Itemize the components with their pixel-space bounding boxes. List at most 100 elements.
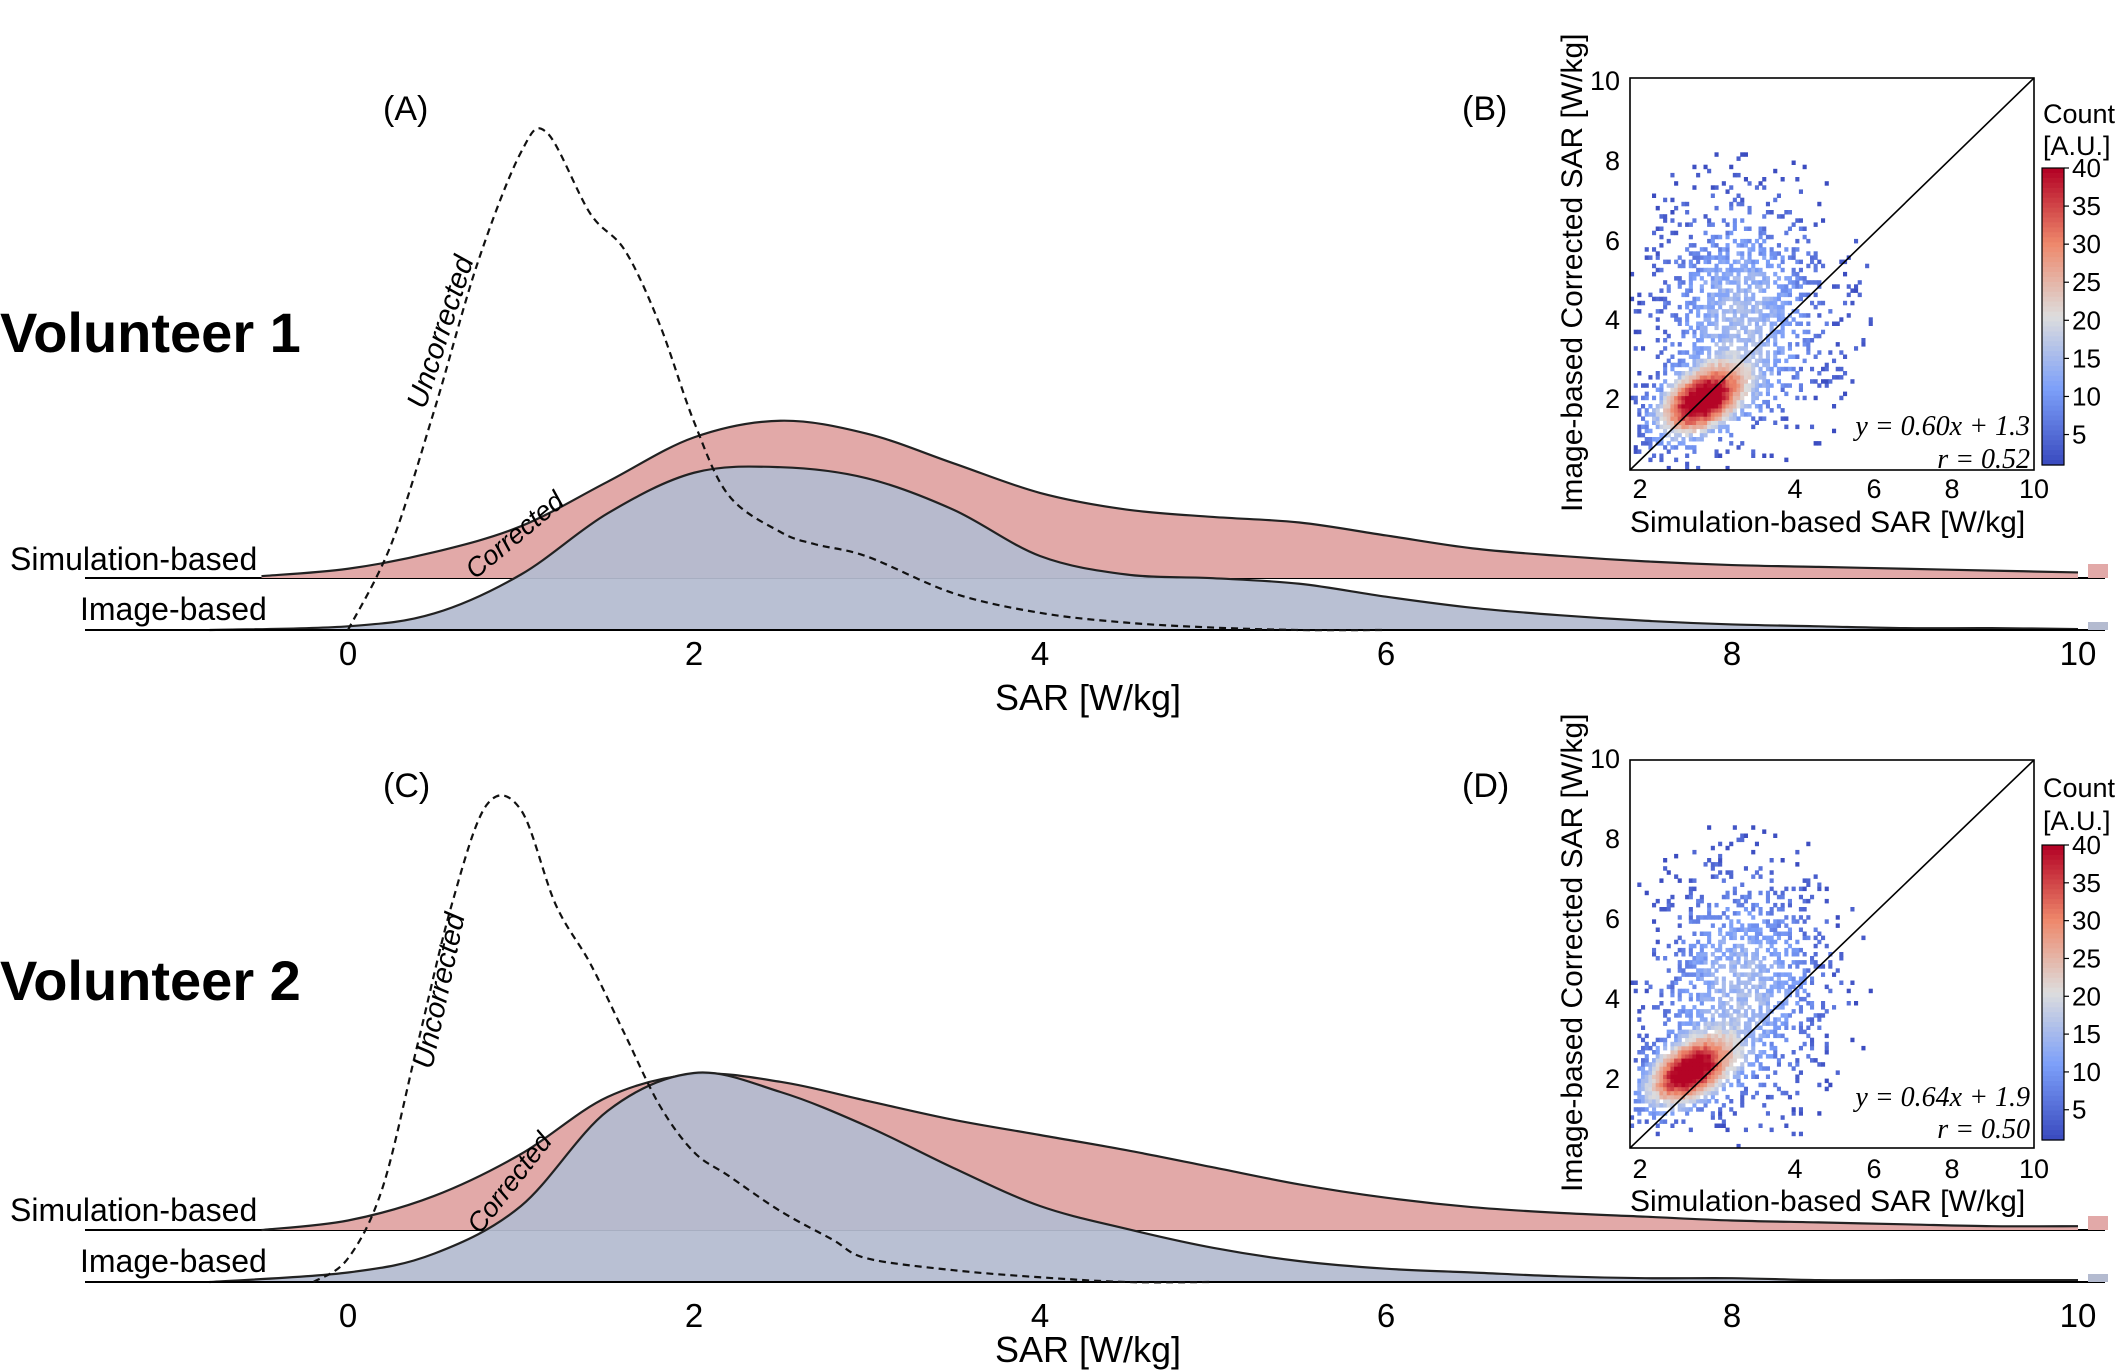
heatmap-cell xyxy=(1795,992,1800,998)
heatmap-cell xyxy=(1692,1054,1697,1059)
heatmap-cell xyxy=(1725,350,1730,355)
heatmap-cell xyxy=(1670,1103,1675,1108)
heatmap-cell xyxy=(1670,1090,1675,1096)
heatmap-cell xyxy=(1751,1041,1756,1047)
heatmap-cell xyxy=(1677,1037,1682,1043)
heatmap-cell xyxy=(1795,259,1800,265)
heatmap-cell xyxy=(1736,992,1741,998)
heatmap-cell xyxy=(1718,288,1723,293)
heatmap-cell xyxy=(1806,321,1811,326)
heatmap-cell xyxy=(1850,300,1855,306)
heatmap-cell xyxy=(1802,342,1807,347)
heatmap-cell xyxy=(1692,185,1697,190)
heatmap-cell xyxy=(1703,247,1708,252)
heatmap-cell xyxy=(1729,1045,1734,1051)
heatmap-cell xyxy=(1776,350,1781,355)
heatmap-cell xyxy=(1751,849,1756,855)
heatmap-cell xyxy=(1696,996,1701,1002)
heatmap-cell xyxy=(1710,1017,1715,1022)
heatmap-cell xyxy=(1732,218,1737,223)
correlation-coefficient: r = 0.50 xyxy=(1937,1114,2030,1145)
heatmap-cell xyxy=(1648,255,1653,260)
heatmap-cell xyxy=(1681,1082,1686,1088)
heatmap-cell xyxy=(1707,387,1712,392)
heatmap-cell xyxy=(1806,841,1811,847)
heatmap-cell xyxy=(1784,366,1789,372)
heatmap-cell xyxy=(1758,1062,1763,1067)
heatmap-cell xyxy=(1754,362,1759,368)
heatmap-cell xyxy=(1758,358,1763,364)
heatmap-cell xyxy=(1670,1082,1675,1088)
colorbar-step xyxy=(2042,326,2064,332)
colorbar-step xyxy=(2042,286,2064,293)
heatmap-cell xyxy=(1674,1070,1679,1075)
heatmap-cell xyxy=(1703,1037,1708,1043)
heatmap-cell xyxy=(1699,1009,1704,1014)
scatter-x-tick: 8 xyxy=(1944,474,1959,504)
heatmap-cell xyxy=(1692,379,1697,384)
heatmap-cell xyxy=(1740,395,1745,401)
heatmap-cell xyxy=(1718,338,1723,343)
heatmap-cell xyxy=(1633,988,1638,994)
heatmap-cell xyxy=(1699,399,1704,405)
heatmap-cell xyxy=(1747,366,1752,372)
heatmap-cell xyxy=(1688,428,1693,434)
heatmap-cell xyxy=(1839,259,1844,265)
heatmap-cell xyxy=(1692,408,1697,413)
heatmap-cell xyxy=(1832,1005,1837,1010)
heatmap-cell xyxy=(1721,1021,1726,1026)
heatmap-cell xyxy=(1835,366,1840,372)
heatmap-cell xyxy=(1740,313,1745,318)
heatmap-cell xyxy=(1670,1074,1675,1079)
heatmap-cell xyxy=(1729,296,1734,302)
image-curve xyxy=(209,465,2079,632)
row-label-image: Image-based xyxy=(80,591,267,627)
heatmap-cell xyxy=(1795,988,1800,994)
heatmap-cell xyxy=(1696,1074,1701,1079)
heatmap-cell xyxy=(1685,1082,1690,1088)
heatmap-cell xyxy=(1729,1041,1734,1047)
heatmap-cell xyxy=(1802,1041,1807,1047)
heatmap-cell xyxy=(1769,927,1774,932)
heatmap-cell xyxy=(1729,923,1734,928)
heatmap-cell xyxy=(1780,408,1785,413)
heatmap-cell xyxy=(1718,362,1723,368)
heatmap-cell xyxy=(1633,346,1638,351)
heatmap-cell xyxy=(1795,862,1800,867)
heatmap-cell xyxy=(1765,898,1770,904)
heatmap-cell xyxy=(1769,1021,1774,1026)
heatmap-cell xyxy=(1740,197,1745,203)
heatmap-cell xyxy=(1791,947,1796,953)
heatmap-cell xyxy=(1652,1115,1657,1120)
heatmap-cell xyxy=(1692,1025,1697,1030)
heatmap-cell xyxy=(1795,276,1800,281)
heatmap-cell xyxy=(1758,371,1763,376)
heatmap-cell xyxy=(1655,424,1660,430)
heatmap-cell xyxy=(1784,915,1789,920)
heatmap-cell xyxy=(1644,1082,1649,1088)
colorbar-step xyxy=(2042,177,2064,184)
heatmap-cell xyxy=(1666,441,1671,446)
heatmap-cell xyxy=(1696,350,1701,355)
heatmap-cell xyxy=(1710,238,1715,244)
heatmap-cell xyxy=(1795,1001,1800,1006)
heatmap-cell xyxy=(1743,984,1748,990)
heatmap-cell xyxy=(1688,432,1693,438)
heatmap-cell xyxy=(1714,358,1719,364)
heatmap-cell xyxy=(1696,992,1701,998)
heatmap-cell xyxy=(1740,300,1745,306)
heatmap-cell xyxy=(1758,408,1763,413)
heatmap-cell xyxy=(1776,894,1781,900)
heatmap-cell xyxy=(1692,271,1697,277)
heatmap-cell xyxy=(1754,395,1759,401)
heatmap-cell xyxy=(1721,952,1726,957)
heatmap-cell xyxy=(1663,399,1668,405)
heatmap-cell xyxy=(1835,375,1840,380)
heatmap-cell xyxy=(1685,321,1690,326)
heatmap-cell xyxy=(1751,247,1756,252)
heatmap-cell xyxy=(1699,1099,1704,1104)
heatmap-cell xyxy=(1725,1013,1730,1018)
heatmap-cell xyxy=(1857,280,1862,285)
heatmap-cell xyxy=(1780,267,1785,273)
uncorrected-curve-label: Uncorrected xyxy=(401,251,481,412)
